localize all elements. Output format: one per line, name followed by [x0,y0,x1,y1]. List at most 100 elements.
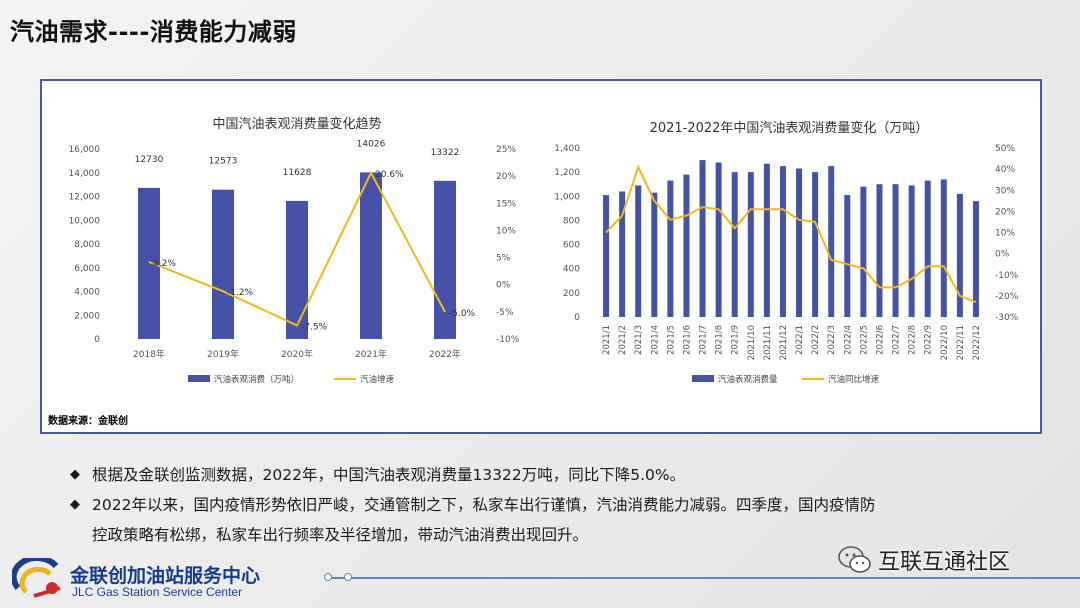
chart2-x-tick-label: 2021/2 [618,325,628,355]
chart1-left-tick-label: 16,000 [69,145,101,155]
chart2-bar [956,193,963,317]
chart2-bar [635,185,642,317]
wechat-icon [838,546,871,573]
chart2-bar [603,195,610,317]
chart1-bar [286,200,308,339]
chart2-legend-line-label: 汽油同比增速 [828,374,880,385]
bullet-item: ◆ 根据及金联创监测数据，2022年，中国汽油表观消费量13322万吨，同比下降… [70,460,1030,490]
chart2-x-tick-label: 2021/11 [763,325,773,360]
chart1-x-tick-label: 2019年 [207,348,239,360]
chart2-x-tick-label: 2021/4 [650,325,660,355]
bullet-text-2: 2022年以来，国内疫情形势依旧严峻，交通管制之下，私家车出行谨慎，汽油消费能力… [92,496,876,514]
slide-title: 汽油需求----消费能力减弱 [10,18,297,46]
chart1-bar-label: 11628 [283,168,312,178]
chart2-x-tick-label: 2021/9 [731,325,741,355]
charts-svg: 中国汽油表观消费量变化趋势 0 2,000 4,000 6,000 8,000 10,000… [69,116,1019,385]
chart2-bar [908,185,915,317]
diamond-bullet-icon: ◆ [70,467,80,482]
chart1-left-tick-label: 12,000 [69,193,101,203]
bullet-text-3: 控政策略有松绑，私家车出行频率及半径增加，带动汽油消费出现回升。 [92,526,589,544]
bullet-item: ◆ 2022年以来，国内疫情形势依旧严峻，交通管制之下，私家车出行谨慎，汽油消费… [70,490,1030,520]
chart2-bar [796,168,803,317]
chart2-right-tick-label: 0% [995,250,1010,260]
chart1-left-tick-label: 8,000 [74,240,100,250]
logo-name: 金联创加油站服务中心 [70,565,261,587]
chart2-x-tick-label: 2022/6 [875,325,885,355]
chart2-bar [715,162,722,317]
chart2-left-tick-label: 400 [563,265,580,275]
chart1-left-tick-label: 14,000 [69,169,101,179]
bullet-item-continuation: 控政策略有松绑，私家车出行频率及半径增加，带动汽油消费出现回升。 [70,520,1030,550]
chart1-left-tick-label: 10,000 [69,216,101,226]
chart1-bar-label: 12730 [135,155,164,165]
chart2-bar [860,186,867,317]
chart1-line-label: -7.5% [301,322,328,332]
chart1-x-tick-label: 2018年 [133,348,165,360]
footer-dot-icon [344,573,352,581]
chart1-right-tick-label: 25% [496,145,516,155]
chart2-growth-line [605,164,977,304]
watermark: 互联互通社区 [838,542,1010,578]
chart2-left-tick-label: 0 [574,313,580,323]
chart2-left-tick-label: 1,000 [554,192,580,202]
chart1-line-label: 20.6% [375,170,404,180]
chart2-x-tick-label: 2021/12 [779,325,789,360]
chart1-left-tick-label: 6,000 [74,264,100,274]
chart2-bar [828,166,835,317]
chart2-bar [667,180,674,317]
chart1-right-tick-label: 15% [496,199,516,209]
chart1-line-label: -1.2% [227,288,254,298]
chart2-x-tick-label: 2022/3 [827,325,837,355]
watermark-text: 互联互通社区 [878,550,1011,575]
chart1-right-tick-label: -10% [496,335,520,345]
chart2-right-tick-label: -10% [995,271,1019,281]
jlc-logo-icon [12,558,61,598]
chart1-right-tick-label: 10% [496,226,516,236]
chart1-title: 中国汽油表观消费量变化趋势 [212,116,381,132]
chart1-legend-bar-swatch [188,375,210,382]
chart2-x-tick-label: 2022/5 [859,325,869,355]
chart2-x-tick-label: 2022/7 [892,325,902,355]
chart2-x-tick-label: 2022/1 [795,325,805,355]
chart2-bar [779,166,786,317]
chart2-bar [812,172,819,317]
chart2-x-tick-label: 2022/10 [940,325,950,360]
chart1-growth-line [148,170,446,327]
chart2-bar [747,172,754,317]
chart1-bar-label: 14026 [357,139,386,149]
chart2-right-tick-label: 40% [995,165,1015,175]
chart2-legend-bar-label: 汽油表观消费量 [718,374,778,385]
chart2-bar [876,184,883,317]
chart1-legend-bar-label: 汽油表观消费（万吨） [214,374,299,385]
chart2-bar [619,191,626,317]
chart2-x-tick-label: 2021/1 [602,325,612,355]
chart2-bar [844,195,851,317]
chart2-left-tick-label: 200 [563,289,580,299]
chart2-x-tick-label: 2021/6 [682,325,692,355]
chart-panel: 中国汽油表观消费量变化趋势 0 2,000 4,000 6,000 8,000 10,000… [40,79,1042,434]
chart2-bar [763,163,770,317]
chart2-x-tick-label: 2021/7 [699,325,709,355]
chart1-bar-label: 12573 [209,157,238,167]
chart1-left-tick-label: 4,000 [74,288,100,298]
chart2-x-tick-label: 2022/4 [843,325,853,355]
chart1-x-tick-label: 2020年 [281,348,313,360]
chart2-left-tick-label: 600 [563,241,580,251]
chart2-x-tick-label: 2021/3 [634,325,644,355]
bullet-text-1: 根据及金联创监测数据，2022年，中国汽油表观消费量13322万吨，同比下降5.… [92,466,686,484]
chart1-right-tick-label: 0% [496,281,511,291]
data-source-note: 数据来源：金联创 [48,416,128,427]
chart2-x-tick-label: 2021/10 [747,325,757,360]
chart2-right-tick-label: 50% [995,144,1015,154]
chart2-right-tick-label: 20% [995,207,1015,217]
chart2-bar [731,172,738,317]
chart1-bar [138,187,160,339]
chart1-legend-line-label: 汽油增速 [360,374,395,385]
chart2-left-tick-label: 1,200 [554,168,580,178]
chart1-left-tick-label: 2,000 [74,311,100,321]
chart1-bar-label: 13322 [431,148,460,158]
chart2-bar [892,184,899,317]
chart1-bar [360,172,382,339]
chart1-right-tick-label: 20% [496,172,516,182]
chart2-x-tick-label: 2022/8 [908,325,918,355]
